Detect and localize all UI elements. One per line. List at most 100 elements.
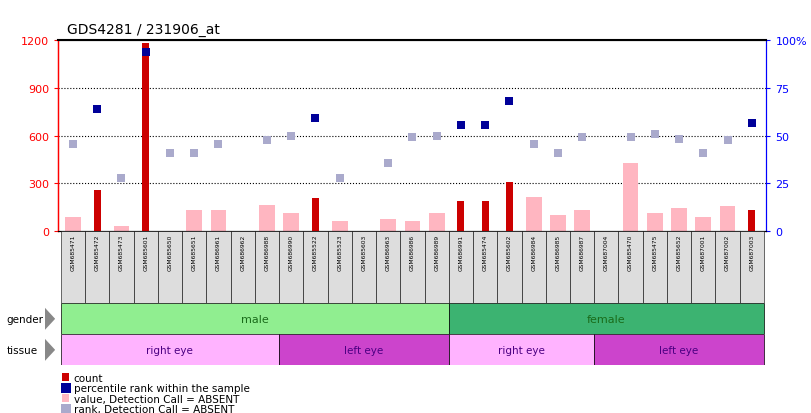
Text: GSM687003: GSM687003: [749, 234, 754, 271]
Text: GSM685472: GSM685472: [95, 234, 100, 271]
Bar: [424, 231, 448, 304]
Bar: [352, 231, 376, 304]
Point: [91, 106, 104, 113]
Point: [648, 131, 661, 138]
Bar: [134, 231, 158, 304]
Text: left eye: left eye: [659, 345, 699, 355]
Bar: [473, 231, 497, 304]
Bar: [497, 231, 521, 304]
Bar: [328, 231, 352, 304]
Text: female: female: [587, 314, 625, 324]
Bar: [506, 182, 513, 231]
Bar: [691, 231, 715, 304]
Bar: [667, 231, 691, 304]
Text: value, Detection Call = ABSENT: value, Detection Call = ABSENT: [74, 394, 239, 404]
Bar: [206, 231, 230, 304]
Text: right eye: right eye: [498, 345, 545, 355]
Text: GSM686963: GSM686963: [386, 234, 391, 270]
Bar: [526, 197, 542, 231]
Bar: [696, 217, 711, 231]
Text: GSM685650: GSM685650: [167, 234, 173, 271]
Bar: [283, 214, 299, 231]
Point: [164, 150, 177, 157]
Bar: [85, 231, 109, 304]
Bar: [719, 207, 736, 231]
Point: [139, 49, 152, 56]
Point: [721, 137, 734, 144]
Text: GSM685475: GSM685475: [652, 234, 658, 271]
Bar: [749, 211, 755, 231]
Bar: [94, 190, 101, 231]
Text: GSM685470: GSM685470: [628, 234, 633, 271]
Point: [430, 134, 443, 140]
Point: [745, 120, 758, 127]
Point: [576, 135, 589, 141]
Bar: [643, 231, 667, 304]
Bar: [303, 231, 328, 304]
Bar: [457, 201, 464, 231]
Bar: [448, 335, 594, 366]
Text: GSM685474: GSM685474: [483, 234, 487, 271]
Bar: [109, 231, 134, 304]
Text: count: count: [74, 373, 103, 383]
Text: GSM686991: GSM686991: [458, 234, 463, 271]
Text: GSM686989: GSM686989: [434, 234, 439, 270]
Point: [624, 135, 637, 141]
Point: [260, 137, 273, 144]
Point: [454, 122, 467, 128]
Text: GSM685523: GSM685523: [337, 234, 342, 271]
Text: male: male: [241, 314, 268, 324]
Text: gender: gender: [6, 314, 44, 324]
Point: [697, 150, 710, 157]
Polygon shape: [45, 308, 55, 330]
Bar: [448, 231, 473, 304]
Bar: [401, 231, 424, 304]
Bar: [142, 44, 149, 231]
Bar: [62, 373, 69, 382]
Bar: [448, 304, 764, 335]
Bar: [647, 214, 663, 231]
Point: [67, 142, 79, 148]
Bar: [429, 214, 444, 231]
Bar: [279, 231, 303, 304]
Point: [59, 405, 72, 412]
Bar: [61, 304, 448, 335]
Point: [333, 176, 346, 182]
Bar: [114, 226, 129, 231]
Text: GSM685601: GSM685601: [144, 234, 148, 271]
Text: GSM685471: GSM685471: [71, 234, 75, 271]
Bar: [62, 394, 69, 402]
Polygon shape: [45, 339, 55, 361]
Text: GSM686962: GSM686962: [240, 234, 245, 271]
Bar: [158, 231, 182, 304]
Bar: [482, 202, 488, 231]
Text: percentile rank within the sample: percentile rank within the sample: [74, 383, 250, 393]
Bar: [376, 231, 401, 304]
Text: GSM685651: GSM685651: [191, 234, 197, 271]
Text: GSM685603: GSM685603: [362, 234, 367, 271]
Point: [187, 150, 200, 157]
Text: rank, Detection Call = ABSENT: rank, Detection Call = ABSENT: [74, 404, 234, 413]
Point: [527, 142, 540, 148]
Point: [212, 142, 225, 148]
Text: right eye: right eye: [147, 345, 193, 355]
Bar: [570, 231, 594, 304]
Point: [382, 160, 395, 166]
Bar: [594, 335, 764, 366]
Point: [309, 116, 322, 122]
Bar: [182, 231, 206, 304]
Text: GSM686986: GSM686986: [410, 234, 415, 270]
Bar: [546, 231, 570, 304]
Bar: [740, 231, 764, 304]
Bar: [715, 231, 740, 304]
Text: GSM685473: GSM685473: [119, 234, 124, 271]
Bar: [187, 211, 202, 231]
Bar: [255, 231, 279, 304]
Text: GSM685522: GSM685522: [313, 234, 318, 271]
Point: [406, 135, 418, 141]
Text: tissue: tissue: [6, 345, 37, 355]
Point: [551, 150, 564, 157]
Text: GSM686990: GSM686990: [289, 234, 294, 270]
Bar: [521, 231, 546, 304]
Bar: [380, 219, 396, 231]
